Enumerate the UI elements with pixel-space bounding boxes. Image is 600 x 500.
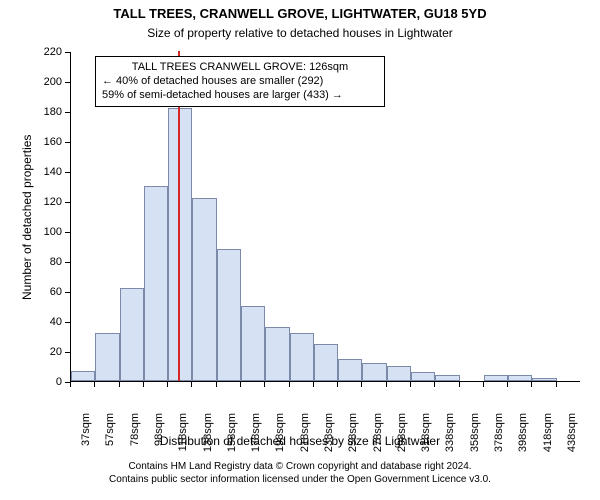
x-tick-label: 198sqm [274,413,286,457]
x-tick-mark [191,382,192,387]
x-tick-mark [264,382,265,387]
y-tick-label: 40 [32,316,62,328]
y-tick-label: 200 [32,76,62,88]
x-tick-mark [70,382,71,387]
x-tick-label: 78sqm [129,413,141,457]
histogram-bar [484,375,508,381]
x-tick-mark [94,382,95,387]
y-tick-mark [65,142,70,143]
y-tick-label: 160 [32,136,62,148]
histogram-bar [217,249,241,381]
x-tick-label: 218sqm [299,413,311,457]
x-tick-label: 238sqm [323,413,335,457]
chart-title: TALL TREES, CRANWELL GROVE, LIGHTWATER, … [0,6,600,21]
x-tick-label: 378sqm [493,413,505,457]
y-tick-mark [65,112,70,113]
histogram-bar [435,375,459,381]
y-tick-label: 180 [32,106,62,118]
y-tick-label: 120 [32,196,62,208]
x-tick-mark [216,382,217,387]
histogram-bar [508,375,532,381]
histogram-bar [144,186,168,381]
y-tick-mark [65,82,70,83]
histogram-bar [168,108,192,381]
x-tick-label: 438sqm [566,413,578,457]
annotation-line: 59% of semi-detached houses are larger (… [102,89,378,103]
histogram-bar [192,198,216,381]
x-tick-mark [459,382,460,387]
x-tick-mark [119,382,120,387]
x-tick-mark [240,382,241,387]
x-tick-label: 258sqm [347,413,359,457]
annotation-line: ← 40% of detached houses are smaller (29… [102,75,378,89]
x-tick-label: 98sqm [153,413,165,457]
y-axis-label: Number of detached properties [20,135,34,300]
x-tick-mark [289,382,290,387]
x-tick-mark [556,382,557,387]
y-tick-label: 140 [32,166,62,178]
y-tick-label: 100 [32,226,62,238]
x-tick-mark [531,382,532,387]
x-tick-mark [386,382,387,387]
y-tick-mark [65,202,70,203]
histogram-bar [241,306,265,381]
histogram-bar [314,344,338,382]
histogram-bar [71,371,95,382]
y-tick-mark [65,232,70,233]
chart-subtitle: Size of property relative to detached ho… [0,26,600,40]
x-tick-label: 178sqm [250,413,262,457]
x-tick-label: 138sqm [202,413,214,457]
annotation-box: TALL TREES CRANWELL GROVE: 126sqm← 40% o… [95,56,385,107]
footer-line-2: Contains public sector information licen… [0,473,600,486]
x-tick-label: 358sqm [469,413,481,457]
x-tick-label: 37sqm [80,413,92,457]
histogram-bar [265,327,289,381]
x-tick-mark [483,382,484,387]
x-tick-label: 338sqm [444,413,456,457]
histogram-bar [387,366,411,381]
histogram-bar [362,363,386,381]
x-tick-label: 57sqm [104,413,116,457]
histogram-bar [532,378,556,381]
x-tick-label: 398sqm [517,413,529,457]
x-tick-label: 278sqm [372,413,384,457]
y-tick-label: 60 [32,286,62,298]
y-tick-mark [65,352,70,353]
histogram-bar [95,333,119,381]
y-tick-mark [65,322,70,323]
annotation-line: TALL TREES CRANWELL GROVE: 126sqm [102,61,378,75]
x-tick-mark [410,382,411,387]
histogram-bar [290,333,314,381]
histogram-bar [338,359,362,382]
x-tick-mark [361,382,362,387]
y-tick-label: 80 [32,256,62,268]
y-tick-label: 220 [32,46,62,58]
chart-container: TALL TREES, CRANWELL GROVE, LIGHTWATER, … [0,0,600,500]
x-tick-mark [167,382,168,387]
x-tick-mark [313,382,314,387]
x-tick-label: 118sqm [177,413,189,457]
x-tick-label: 158sqm [226,413,238,457]
y-tick-mark [65,172,70,173]
x-tick-label: 318sqm [420,413,432,457]
histogram-bar [411,372,435,381]
x-tick-mark [337,382,338,387]
x-tick-label: 298sqm [396,413,408,457]
y-tick-label: 0 [32,376,62,388]
y-tick-mark [65,262,70,263]
x-tick-label: 418sqm [542,413,554,457]
x-tick-mark [507,382,508,387]
x-tick-mark [434,382,435,387]
y-tick-mark [65,52,70,53]
y-tick-label: 20 [32,346,62,358]
x-tick-mark [143,382,144,387]
footer-line-1: Contains HM Land Registry data © Crown c… [0,460,600,473]
y-tick-mark [65,292,70,293]
footer-attribution: Contains HM Land Registry data © Crown c… [0,460,600,486]
histogram-bar [120,288,144,381]
